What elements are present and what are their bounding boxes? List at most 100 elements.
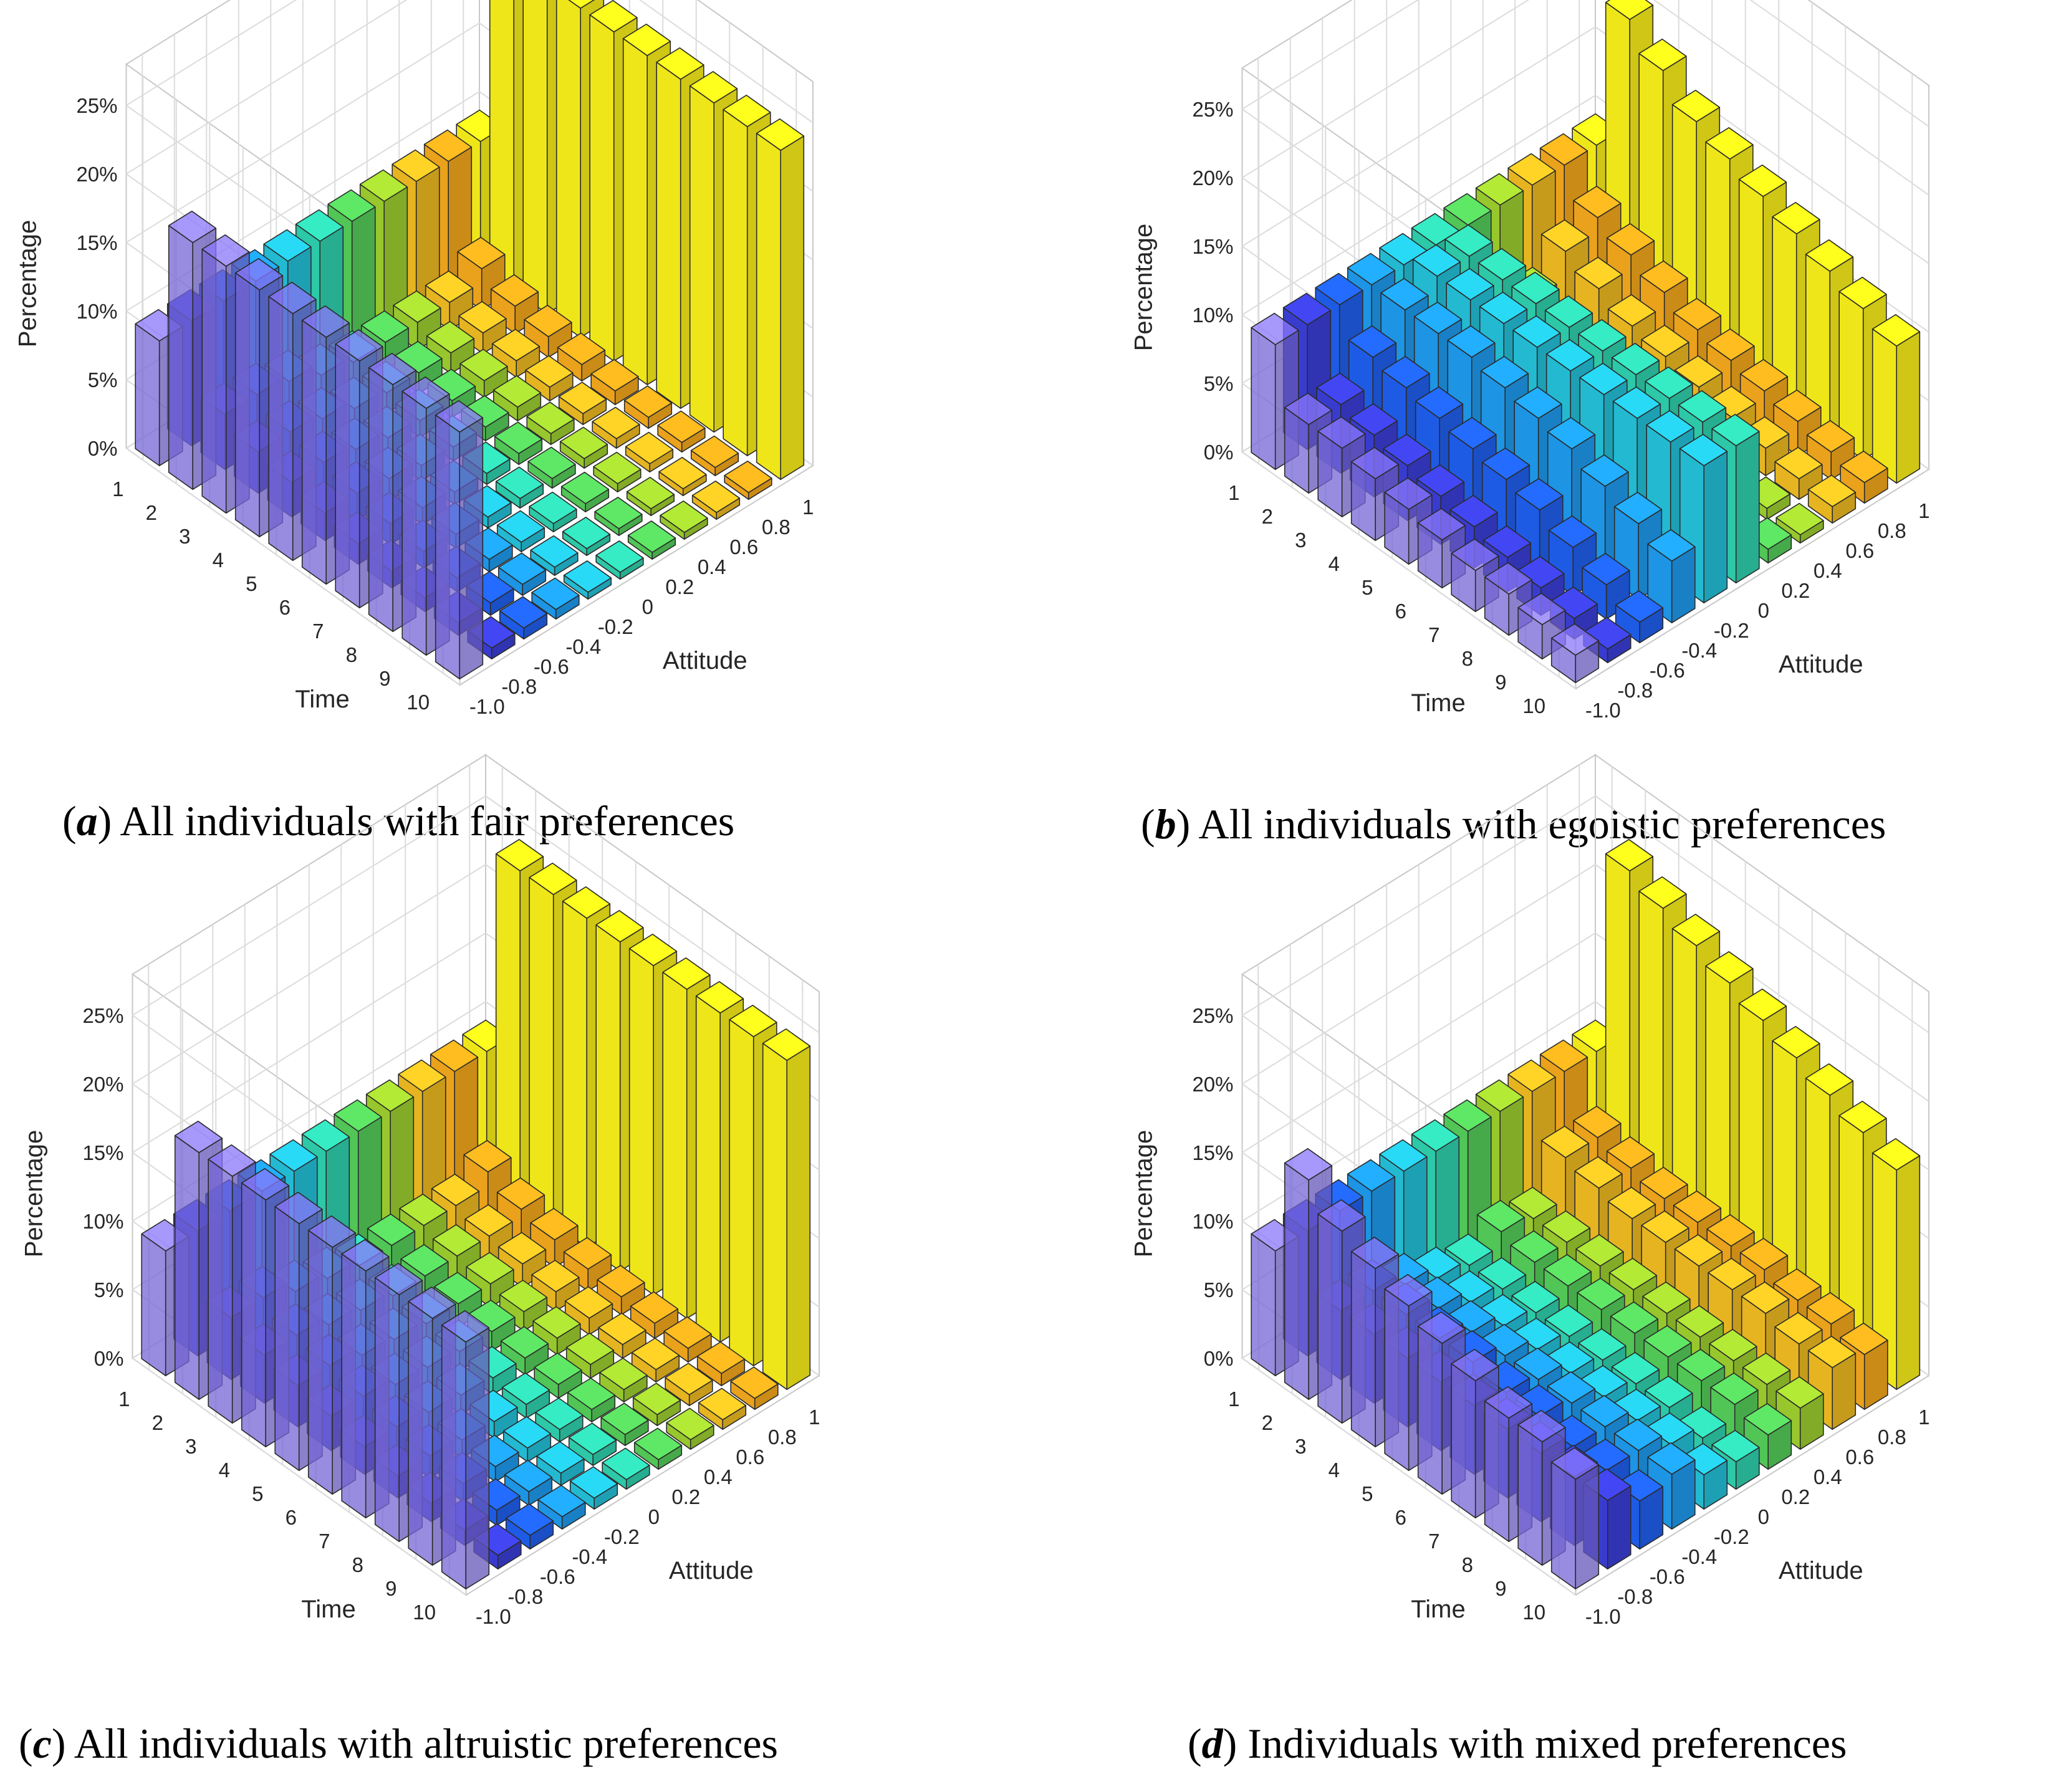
bar-face [690,435,739,468]
bar-face [632,1382,681,1416]
bar-face [568,0,595,9]
bar-face [1444,224,1493,257]
z-tick-label: 10% [1192,1210,1233,1233]
attitude-tick-label: 0.8 [1878,519,1906,542]
bar-face [269,1139,318,1172]
bar-face [1417,507,1466,541]
bar-face [531,577,580,610]
bar-face [1896,1155,1921,1390]
z-tick-label: 10% [82,1210,123,1233]
bar-face [729,1019,754,1366]
bar-face [1645,1376,1693,1408]
bar-0-t9 [562,516,611,557]
attitude-tick-label: -1.0 [476,1605,511,1628]
attitude-tick-label: -0.6 [1650,659,1685,682]
attitude-tick-label: 0 [1758,1505,1769,1528]
attitude-tick-label: 1 [809,1406,820,1429]
bar--0.2-t8 [502,1416,552,1462]
bar-face [1773,1268,1822,1301]
time-tick-label: 9 [1495,671,1506,694]
bar-face [463,1140,512,1172]
bar-0.6-t10 [1807,1336,1857,1430]
bar-face [631,1338,680,1371]
bar-face [392,149,440,182]
bar-face [663,1316,712,1349]
bar-0.8-t9 [1806,419,1855,481]
bar-0.4-t4 [459,348,508,398]
bar-face [1646,1412,1694,1445]
bar-face [530,1208,579,1240]
attitude-tick-label: -0.8 [507,1585,543,1608]
bar-face [567,1378,616,1411]
bar-0.2-t6 [500,1326,549,1375]
bar-face [1646,410,1694,443]
bar-face [1641,324,1689,358]
bar--0.2-t9 [530,535,579,577]
bar-face [563,560,612,593]
bar-face [401,376,450,410]
bar-face [1550,1447,1600,1480]
bar-0.6-t9 [1774,446,1823,501]
bar--0.6-t10 [505,1503,554,1550]
bar-face [374,1263,423,1295]
bar-0.6-t5 [525,355,574,402]
bar-face [1384,1274,1433,1306]
bar-face [1607,1187,1656,1219]
bar-face [1611,342,1660,376]
attitude-tick-label: -0.4 [1681,1545,1717,1568]
bar-face [465,1327,490,1589]
bar--0.2-t10 [563,560,612,600]
bar-face [1706,1214,1755,1247]
bar-face [1805,239,1854,272]
bar-face [1451,538,1499,572]
bar-face [1673,1191,1722,1223]
bar-face [1608,1258,1658,1290]
bar-0.2-t7 [527,446,576,489]
bar-1-t10 [756,118,805,481]
z-tick-label: 10% [76,300,117,323]
bar-face [1550,1462,1576,1589]
bar-face [535,1397,584,1430]
time-tick-label: 3 [179,525,190,548]
panel-bar3d-1: 0%5%10%15%20%25%Percentage12345678910Tim… [14,0,814,845]
bar-face [1544,295,1593,328]
bar-face [1347,1159,1396,1192]
panel-caption: (c) All individuals with altruistic pref… [19,1720,778,1767]
bar-0.2-t6 [494,421,543,466]
bar--0.4-t9 [497,552,547,597]
bar-face [1484,562,1533,595]
time-tick-label: 2 [146,501,157,524]
time-tick-label: 5 [246,572,257,595]
time-tick-label: 1 [1228,1387,1239,1411]
bar-face [459,348,508,381]
bar-face [529,863,577,895]
time-tick-label: 10 [1522,694,1545,717]
bar-face [562,886,611,919]
bar-0.6-t9 [665,1363,713,1406]
bar-face [723,95,771,127]
bar-face [459,417,484,679]
bars [141,839,811,1589]
panel-caption: (a) All individuals with fair preference… [62,797,734,845]
bar-face [1738,989,1787,1021]
bar-face [400,1244,449,1277]
bar-0.8-t6 [597,1265,645,1315]
bar-0.8-t10 [730,1366,779,1410]
bar-0.8-t9 [690,435,739,477]
time-axis-label: Time [301,1596,355,1623]
bar-face [1642,1282,1691,1314]
z-tick-label: 25% [1192,98,1233,121]
bar-face [602,1447,650,1480]
bar-0.4-t9 [632,1382,681,1426]
bar-face [729,1005,777,1037]
bar-face [1481,447,1530,481]
bar-face [1447,325,1496,358]
bar-face [1443,193,1492,226]
bar-0.8-t7 [630,1291,679,1339]
z-axis-label: Percentage [21,1130,48,1258]
bar-face [1550,623,1600,656]
time-tick-label: 3 [1295,529,1306,552]
bar-face [1350,446,1400,480]
z-tick-label: 0% [1204,441,1234,464]
bar-face [1540,1126,1590,1158]
